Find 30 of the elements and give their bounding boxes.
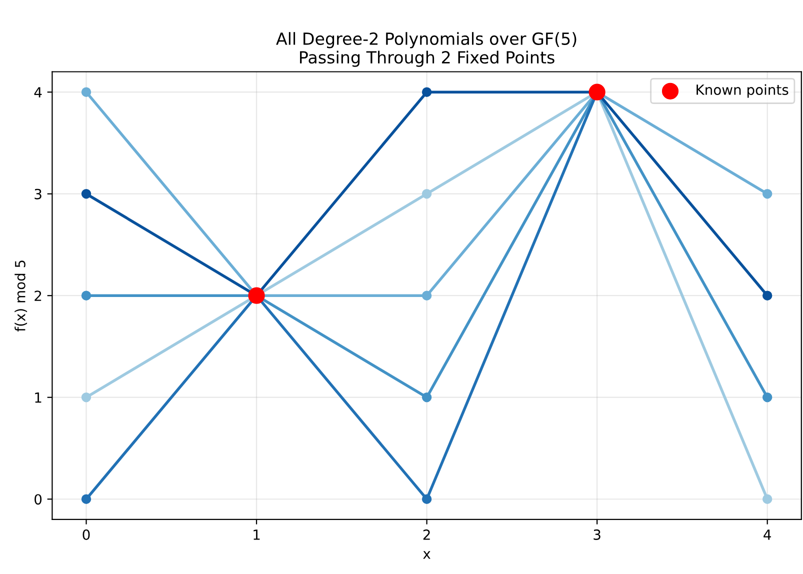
y-tick-label: 2: [34, 290, 42, 301]
point: [762, 392, 772, 402]
point: [81, 290, 92, 300]
y-tick-label: 3: [34, 188, 42, 200]
y-tick-label: 4: [34, 87, 42, 98]
point: [81, 494, 92, 504]
x-tick-label: 3: [594, 529, 600, 540]
y-axis-title: f(x) mod 5: [14, 260, 28, 332]
chart-title: All Degree-2 Polynomials over GF(5) Passing Through 2 Fixed Points: [276, 32, 576, 67]
x-tick-label: 4: [764, 530, 771, 540]
point: [422, 188, 432, 199]
x-tick-label: 2: [423, 529, 430, 540]
x-axis-title: x: [423, 551, 430, 559]
point: [422, 494, 432, 504]
y-tick-label: 0: [34, 494, 42, 505]
y-tick-label: 1: [35, 392, 42, 403]
point: [762, 494, 772, 504]
x-tick-label: 0: [82, 529, 90, 540]
point: [81, 392, 92, 402]
point: [422, 87, 432, 97]
point: [588, 84, 606, 100]
legend-label: Known points: [696, 84, 788, 98]
point: [422, 290, 432, 300]
point: [762, 290, 772, 300]
point: [422, 392, 432, 402]
point: [762, 188, 772, 199]
x-tick-label: 1: [254, 530, 260, 540]
point: [81, 188, 92, 199]
point: [81, 87, 92, 97]
point: [248, 287, 265, 304]
